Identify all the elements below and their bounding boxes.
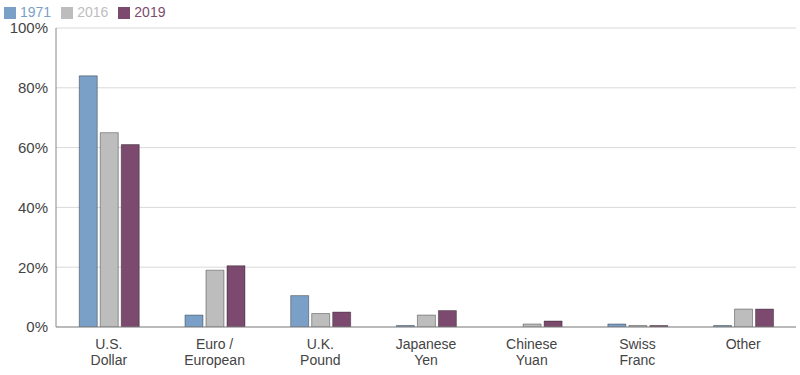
svg-text:20%: 20%	[18, 259, 48, 276]
svg-text:60%: 60%	[18, 139, 48, 156]
svg-text:80%: 80%	[18, 79, 48, 96]
svg-text:Euro /European: Euro /European	[184, 336, 245, 368]
svg-text:JapaneseYen: JapaneseYen	[396, 336, 457, 368]
svg-text:U.K.Pound: U.K.Pound	[300, 336, 340, 368]
html-text:1971: 1971	[20, 4, 52, 20]
svg-text:Other: Other	[726, 336, 761, 352]
svg-text:100%: 100%	[10, 19, 48, 36]
svg-text:ChineseYuan: ChineseYuan	[506, 336, 558, 368]
svg-text:SwissFranc: SwissFranc	[619, 336, 656, 368]
svg-text:U.S.Dollar: U.S.Dollar	[91, 336, 128, 368]
svg-text:0%: 0%	[26, 318, 48, 335]
html-text:2019: 2019	[134, 4, 166, 20]
html-text:2016: 2016	[77, 4, 109, 20]
svg-text:40%: 40%	[18, 199, 48, 216]
